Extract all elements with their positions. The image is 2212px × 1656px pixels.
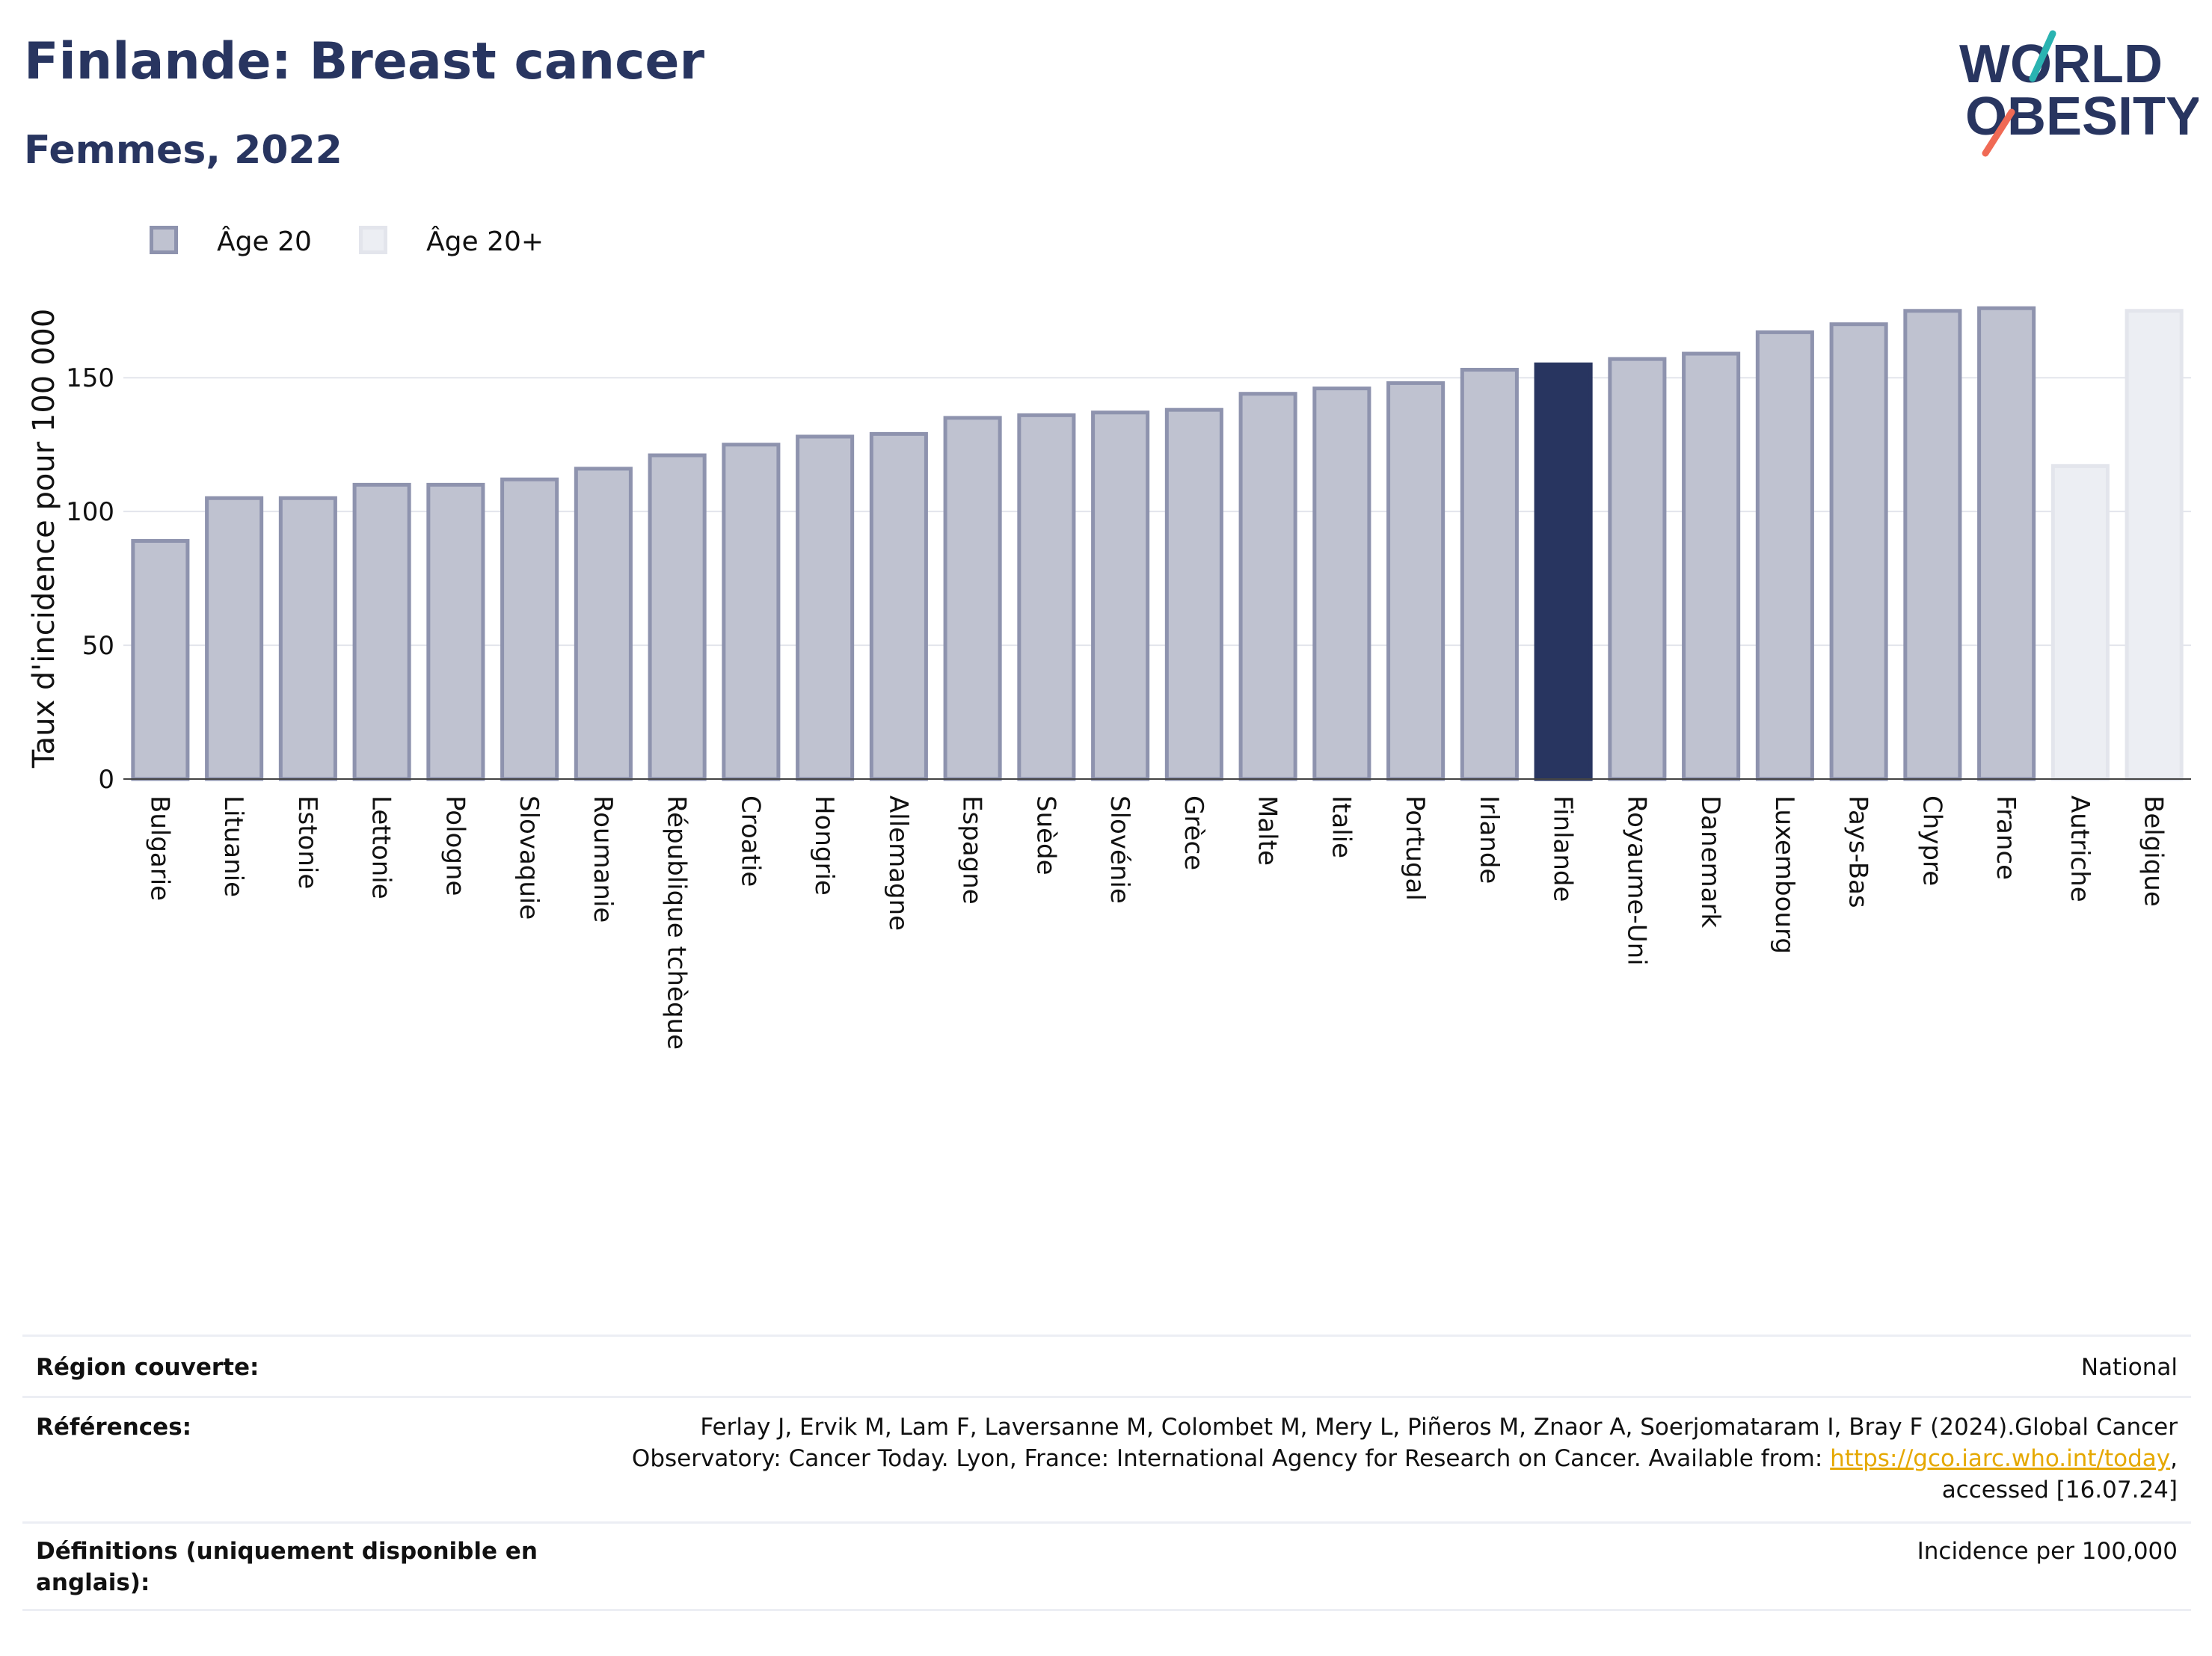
footer-label-references: Références: <box>36 1414 192 1441</box>
bar-lettonie <box>352 482 411 781</box>
x-tick-label: Grèce <box>1179 795 1208 870</box>
bar-danemark <box>1682 351 1741 781</box>
reference-link[interactable]: https://gco.iarc.who.int/today <box>1830 1445 2171 1472</box>
x-tick-label: Chypre <box>1917 795 1947 886</box>
x-tick-label: Croatie <box>735 795 765 887</box>
x-tick-label: Malte <box>1253 795 1282 866</box>
x-tick-label: Suède <box>1030 795 1060 875</box>
world-obesity-logo: WORLD OBESITY <box>1959 30 2199 157</box>
legend-swatch-age-20-plus <box>359 226 387 254</box>
bar-roumanie <box>574 467 633 781</box>
bar-pays-bas <box>1829 322 1888 781</box>
logo-line-obesity: OBESITY <box>1965 87 2199 147</box>
y-tick-label: 0 <box>98 765 114 795</box>
legend-swatch-age-20 <box>150 226 178 254</box>
x-tick-label: Irlande <box>1474 795 1504 884</box>
x-tick-label: Pays-Bas <box>1843 795 1873 908</box>
bar-république-tchèque <box>648 453 707 781</box>
x-tick-label: Estonie <box>292 795 322 889</box>
bar-luxembourg <box>1755 330 1814 781</box>
x-tick-label: Royaume-Uni <box>1621 795 1651 966</box>
bar-hongrie <box>796 434 855 781</box>
y-tick-label: 50 <box>82 631 114 661</box>
x-tick-label: Bulgarie <box>144 795 174 901</box>
bar-slovaquie <box>500 477 559 781</box>
bar-espagne <box>943 416 1002 781</box>
logo-line-world: WORLD <box>1959 34 2163 94</box>
bar-royaume-uni <box>1608 357 1667 781</box>
x-tick-label: Lettonie <box>366 795 396 899</box>
page-subtitle: Femmes, 2022 <box>24 128 342 173</box>
x-tick-label: France <box>1991 795 2021 880</box>
bar-italie <box>1312 387 1371 781</box>
bar-suède <box>1017 413 1076 781</box>
bar-portugal <box>1386 381 1446 781</box>
bar-irlande <box>1460 368 1519 781</box>
reference-line-3: accessed [16.07.24] <box>1941 1477 2178 1503</box>
bar-slovénie <box>1091 410 1150 781</box>
footer-value-region: National <box>2080 1354 2178 1381</box>
footer-value-references: Ferlay J, Ervik M, Lam F, Laversanne M, … <box>632 1412 2178 1506</box>
definitions-label-line-1: Définitions (uniquement disponible en <box>36 1538 538 1565</box>
bar-estonie <box>278 496 337 781</box>
x-tick-label: Italie <box>1326 795 1356 858</box>
page-title: Finlande: Breast cancer <box>24 32 705 91</box>
x-tick-label: Danemark <box>1695 795 1725 928</box>
y-tick-label: 150 <box>66 363 114 393</box>
x-tick-label: Portugal <box>1400 795 1430 901</box>
logo-slash-teal <box>2029 30 2056 82</box>
footer-row-definitions: Définitions (uniquement disponible en an… <box>22 1521 2191 1611</box>
x-tick-label: Finlande <box>1548 795 1578 902</box>
footer-label-definitions: Définitions (uniquement disponible en an… <box>36 1536 538 1598</box>
x-tick-label: Luxembourg <box>1769 795 1799 954</box>
x-tick-label: Slovaquie <box>514 795 544 920</box>
bar-bulgarie <box>131 539 190 781</box>
bar-finlande <box>1534 362 1593 781</box>
bar-chypre <box>1903 309 1962 781</box>
footer-label-region: Région couverte: <box>36 1354 259 1381</box>
bar-malte <box>1238 392 1297 781</box>
y-tick-label: 100 <box>66 497 114 527</box>
x-tick-label: Allemagne <box>883 795 913 931</box>
x-tick-label: Slovénie <box>1105 795 1134 904</box>
bar-grèce <box>1164 407 1223 781</box>
reference-line-2-text: Observatory: Cancer Today. Lyon, France:… <box>631 1445 1831 1472</box>
x-tick-label: République tchèque <box>662 795 692 1050</box>
x-tick-label: Hongrie <box>809 795 839 896</box>
x-tick-label: Espagne <box>957 795 987 905</box>
x-tick-label: Autriche <box>2065 795 2095 902</box>
x-tick-label: Belgique <box>2139 795 2169 907</box>
legend-label-age-20: Âge 20 <box>217 227 312 257</box>
legend-label-age-20-plus: Âge 20+ <box>426 227 544 257</box>
x-tick-label: Roumanie <box>588 795 618 923</box>
bar-pologne <box>426 482 485 781</box>
reference-line-1: Ferlay J, Ervik M, Lam F, Laversanne M, … <box>700 1414 2178 1441</box>
footer-row-region: Région couverte: National <box>22 1335 2191 1396</box>
logo-slash-coral <box>1982 108 2015 157</box>
info-table: Région couverte: National Références: Fe… <box>22 1335 2191 1611</box>
x-tick-label: Pologne <box>440 795 470 896</box>
bar-belgique <box>2125 309 2184 781</box>
bar-croatie <box>722 443 781 781</box>
x-tick-label: Lituanie <box>218 795 248 897</box>
bar-allemagne <box>869 431 928 781</box>
footer-row-references: Références: Ferlay J, Ervik M, Lam F, La… <box>22 1396 2191 1521</box>
definitions-label-line-2: anglais): <box>36 1569 150 1596</box>
y-axis-title: Taux d'incidence pour 100 000 <box>27 309 61 769</box>
reference-line-2: Observatory: Cancer Today. Lyon, France:… <box>631 1445 2178 1472</box>
bar-lituanie <box>205 496 264 781</box>
bar-france <box>1977 306 2036 781</box>
footer-value-definitions: Incidence per 100,000 <box>1917 1538 2178 1565</box>
bar-autriche <box>2050 464 2110 781</box>
